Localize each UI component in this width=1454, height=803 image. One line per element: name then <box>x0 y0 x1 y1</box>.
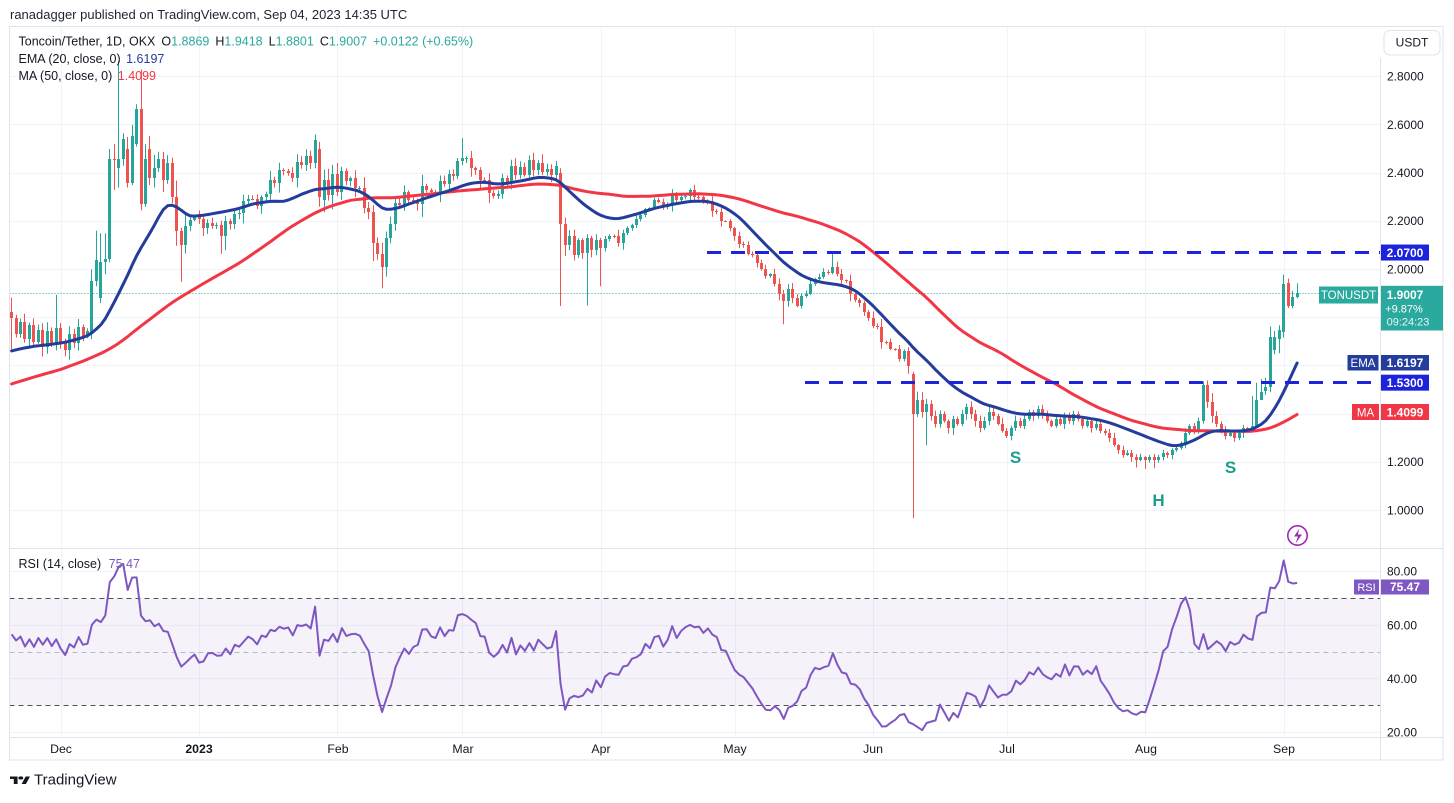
svg-text:Aug: Aug <box>1135 742 1157 756</box>
svg-text:Sep: Sep <box>1273 742 1295 756</box>
svg-text:TradingView: TradingView <box>34 772 117 789</box>
svg-text:1.6197: 1.6197 <box>1387 356 1424 370</box>
svg-text:S: S <box>1010 448 1021 467</box>
svg-text:2.6000: 2.6000 <box>1387 118 1424 132</box>
svg-text:Apr: Apr <box>591 742 610 756</box>
svg-text:20.00: 20.00 <box>1387 725 1417 739</box>
svg-text:1.5300: 1.5300 <box>1387 376 1424 390</box>
svg-text:+9.87%: +9.87% <box>1385 304 1423 316</box>
svg-text:60.00: 60.00 <box>1387 618 1417 632</box>
svg-text:RSI: RSI <box>1357 582 1375 594</box>
svg-text:1.2000: 1.2000 <box>1387 455 1424 469</box>
svg-text:Mar: Mar <box>452 742 473 756</box>
svg-text:H: H <box>1152 491 1164 510</box>
svg-text:MA (50, close, 0) 1.4099: MA (50, close, 0) 1.4099 <box>19 69 157 83</box>
svg-text:USDT: USDT <box>1396 36 1429 50</box>
svg-text:EMA (20, close, 0) 1.6197: EMA (20, close, 0) 1.6197 <box>19 52 165 66</box>
svg-text:Jul: Jul <box>999 742 1015 756</box>
svg-text:2023: 2023 <box>185 742 213 756</box>
svg-text:Dec: Dec <box>50 742 72 756</box>
svg-text:2.0700: 2.0700 <box>1387 246 1424 260</box>
svg-text:EMA: EMA <box>1351 358 1376 370</box>
svg-text:Feb: Feb <box>327 742 348 756</box>
svg-text:80.00: 80.00 <box>1387 565 1417 579</box>
svg-text:May: May <box>723 742 747 756</box>
svg-text:2.2000: 2.2000 <box>1387 214 1424 228</box>
svg-text:2.8000: 2.8000 <box>1387 70 1424 84</box>
svg-text:1.4099: 1.4099 <box>1387 406 1424 420</box>
svg-text:MA: MA <box>1357 408 1375 420</box>
svg-text:1.9007: 1.9007 <box>1387 288 1424 302</box>
svg-text:2.0000: 2.0000 <box>1387 262 1424 276</box>
svg-text:1.0000: 1.0000 <box>1387 503 1424 517</box>
svg-text:Jun: Jun <box>863 742 883 756</box>
svg-text:RSI (14, close) 75.47: RSI (14, close) 75.47 <box>19 557 140 571</box>
svg-text:ranadagger published on Tradin: ranadagger published on TradingView.com,… <box>10 7 407 22</box>
svg-text:S: S <box>1225 458 1236 477</box>
svg-text:75.47: 75.47 <box>1390 580 1420 594</box>
svg-text:09:24:23: 09:24:23 <box>1387 317 1430 329</box>
svg-text:2.4000: 2.4000 <box>1387 166 1424 180</box>
svg-text:40.00: 40.00 <box>1387 672 1417 686</box>
svg-text:TONUSDT: TONUSDT <box>1321 290 1376 302</box>
